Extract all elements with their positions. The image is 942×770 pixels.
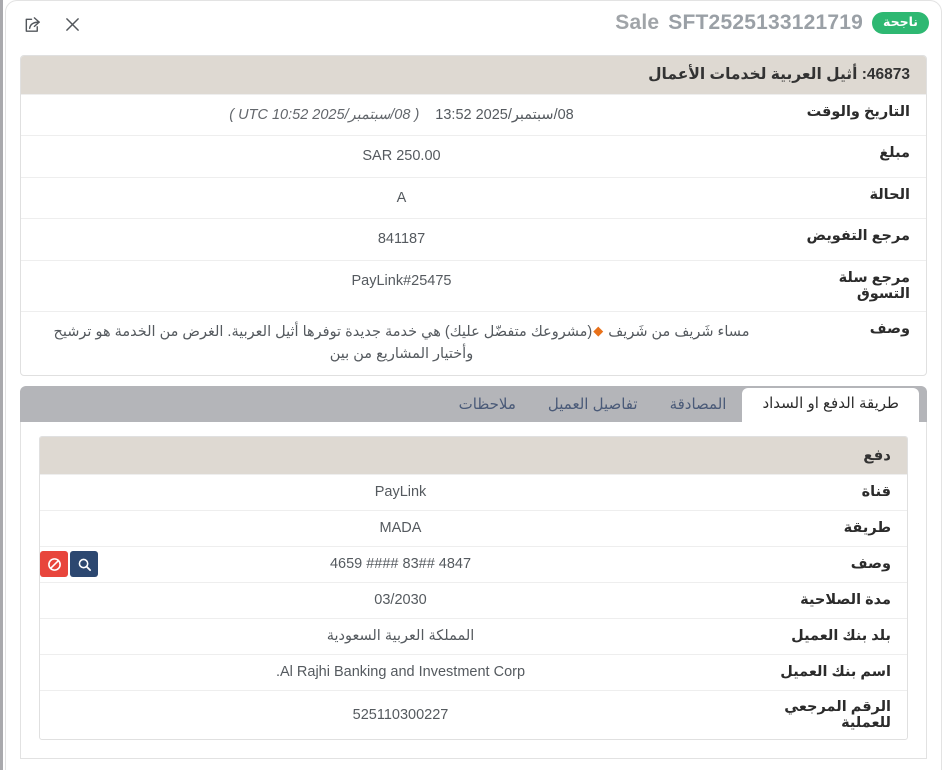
table-row: الرقم المرجعي للعملية 525110300227	[40, 689, 907, 739]
description-text-rest: (مشروعك متفضّل عليك) هي خدمة جديدة توفره…	[53, 323, 593, 363]
left-scroll-rail	[0, 0, 3, 770]
row-label: الحالة	[869, 186, 910, 203]
row-label: بلد بنك العميل	[791, 628, 891, 645]
status-badge: ناجحة	[872, 12, 929, 34]
table-row: مدة الصلاحية 03/2030	[40, 581, 907, 618]
transaction-id: SFT2525133121719	[668, 11, 863, 34]
transaction-header: Sale SFT2525133121719 ناجحة	[615, 11, 929, 35]
payment-table: دفع قناة PayLink طريقة MADA وصف 4659 ###…	[39, 435, 908, 740]
row-label: مرجع التفويض	[806, 228, 910, 245]
table-row: قناة PayLink	[40, 473, 907, 510]
payment-method-panel: دفع قناة PayLink طريقة MADA وصف 4659 ###…	[20, 421, 927, 759]
detail-card: Sale SFT2525133121719 ناجحة 46873: أثيل …	[5, 0, 942, 770]
row-value: 525110300227	[352, 706, 449, 723]
description-text-lead: مساء شَريف من شَريف	[604, 323, 750, 340]
row-value: Al Rajhi Banking and Investment Corp.	[275, 664, 526, 681]
row-label: مبلغ	[879, 145, 910, 162]
table-row: التاريخ والوقت 08/سبتمبر/2025 13:52 ( 08…	[21, 94, 926, 135]
top-bar: Sale SFT2525133121719 ناجحة	[6, 1, 941, 49]
row-value: 841187	[377, 231, 426, 248]
row-label: التاريخ والوقت	[806, 104, 910, 120]
table-row: الحالة A	[21, 176, 926, 218]
table-row: مرجع سلة التسوق PayLink#25475	[21, 259, 926, 311]
row-label: مدة الصلاحية	[800, 592, 891, 609]
table-row: وصف مساء شَريف من شَريف ◆(مشروعك متفضّل …	[21, 310, 926, 375]
table-row: طريقة MADA	[40, 509, 907, 546]
row-value: 4659 #### 83## 4847	[40, 548, 755, 580]
row-label: وصف	[850, 556, 891, 573]
card-action-group	[40, 551, 98, 578]
card-number: 4659 #### 83## 4847	[329, 556, 472, 573]
tab-customer-details[interactable]: تفاصيل العميل	[547, 395, 638, 413]
tab-authentication[interactable]: المصادقة	[669, 395, 727, 413]
tab-notes[interactable]: ملاحظات	[458, 395, 516, 413]
tab-bar: طريقة الدفع او السداد المصادقة تفاصيل ال…	[20, 385, 927, 422]
row-label: قناة	[861, 484, 891, 501]
table-row: اسم بنك العميل Al Rajhi Banking and Inve…	[40, 653, 907, 690]
datetime-utc: ( 08/سبتمبر/2025 10:52 UTC )	[229, 107, 420, 123]
payment-table-header: دفع	[40, 436, 907, 474]
row-value: SAR 250.00	[362, 148, 441, 165]
ban-icon[interactable]	[40, 551, 68, 578]
summary-table: 46873: أثيل العربية لخدمات الأعمال التار…	[20, 55, 927, 376]
close-icon[interactable]	[60, 11, 84, 37]
row-value: 03/2030	[374, 592, 427, 609]
row-value: مساء شَريف من شَريف ◆(مشروعك متفضّل عليك…	[21, 312, 776, 375]
table-row: مرجع التفويض 841187	[21, 218, 926, 259]
row-value: MADA	[379, 520, 422, 537]
search-icon[interactable]	[70, 551, 98, 578]
tab-payment-method[interactable]: طريقة الدفع او السداد	[742, 387, 919, 422]
row-value: 08/سبتمبر/2025 13:52 ( 08/سبتمبر/2025 10…	[21, 95, 776, 135]
datetime-local: 08/سبتمبر/2025 13:52	[435, 107, 574, 123]
table-row: وصف 4659 #### 83## 4847	[40, 545, 907, 582]
row-label: طريقة	[843, 520, 891, 537]
sale-type-label: Sale	[615, 11, 660, 34]
row-label: وصف	[869, 320, 910, 337]
row-label: مرجع سلة التسوق	[838, 269, 910, 302]
share-external-icon[interactable]	[20, 11, 44, 37]
table-row: بلد بنك العميل المملكة العربية السعودية	[40, 617, 907, 654]
row-value: PayLink	[374, 484, 427, 501]
unknown-glyph-icon: ◆	[593, 322, 604, 338]
row-value: A	[396, 189, 407, 206]
row-label: اسم بنك العميل	[780, 664, 891, 681]
table-row: مبلغ SAR 250.00	[21, 135, 926, 176]
summary-table-header: 46873: أثيل العربية لخدمات الأعمال	[21, 56, 926, 94]
top-bar-actions	[20, 11, 84, 37]
row-label: الرقم المرجعي للعملية	[784, 698, 891, 731]
row-value: PayLink#25475	[351, 272, 452, 289]
row-value: المملكة العربية السعودية	[326, 628, 475, 645]
